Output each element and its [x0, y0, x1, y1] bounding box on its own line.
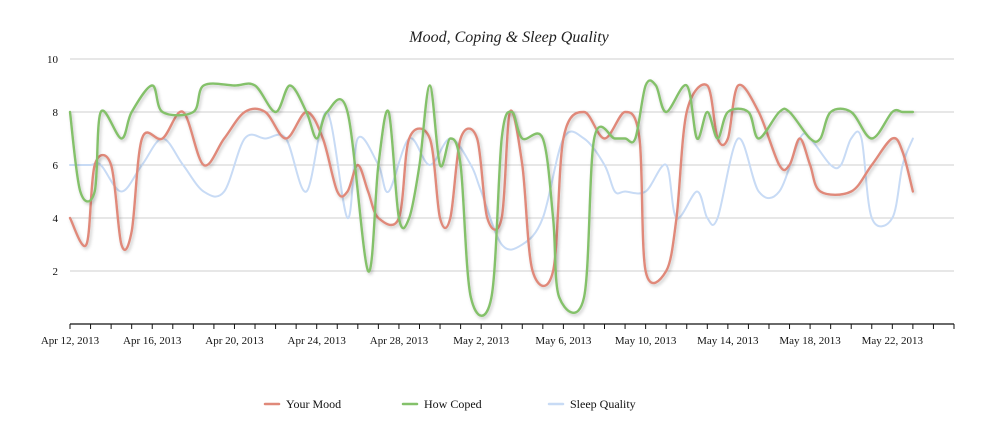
x-tick-label: May 14, 2013	[697, 335, 759, 347]
x-tick-label: May 22, 2013	[862, 335, 924, 347]
y-tick-label: 6	[53, 160, 59, 172]
x-tick-label: Apr 12, 2013	[41, 335, 100, 347]
series-line-your-mood	[68, 83, 915, 288]
x-tick-label: May 10, 2013	[615, 335, 677, 347]
series-line-how-coped	[68, 79, 915, 317]
y-axis: 2 4 6 8 10	[47, 54, 59, 278]
series-lines	[68, 79, 915, 317]
legend-label-sleep-quality: Sleep Quality	[570, 397, 636, 411]
gridlines	[70, 58, 954, 272]
legend: Your Mood How Coped Sleep Quality	[263, 397, 636, 411]
x-tick-label: Apr 24, 2013	[288, 335, 347, 347]
legend-label-your-mood: Your Mood	[286, 397, 341, 411]
y-tick-label: 10	[47, 54, 59, 66]
chart-title: Mood, Coping & Sleep Quality	[408, 29, 609, 46]
y-tick-label: 8	[53, 107, 59, 119]
x-tick-label: May 18, 2013	[779, 335, 841, 347]
y-tick-label: 4	[53, 213, 59, 225]
x-tick-label: May 2, 2013	[453, 335, 509, 347]
legend-label-how-coped: How Coped	[424, 397, 482, 411]
x-tick-label: Apr 20, 2013	[205, 335, 264, 347]
x-tick-label: Apr 28, 2013	[370, 335, 429, 347]
x-axis: Apr 12, 2013 Apr 16, 2013 Apr 20, 2013 Apr …	[41, 323, 955, 347]
x-tick-label: Apr 16, 2013	[123, 335, 182, 347]
x-tick-label: May 6, 2013	[535, 335, 591, 347]
y-tick-label: 2	[53, 266, 59, 278]
